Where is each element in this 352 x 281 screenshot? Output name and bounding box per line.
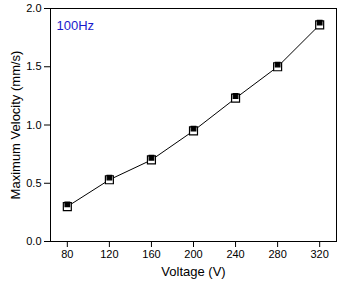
svg-text:320: 320 [310, 248, 328, 260]
svg-text:Voltage (V): Voltage (V) [161, 264, 225, 279]
svg-text:2.0: 2.0 [26, 2, 41, 14]
svg-text:0.5: 0.5 [26, 177, 41, 189]
svg-text:160: 160 [142, 248, 160, 260]
svg-text:240: 240 [226, 248, 244, 260]
svg-text:280: 280 [268, 248, 286, 260]
svg-text:80: 80 [61, 248, 73, 260]
svg-text:1.5: 1.5 [26, 60, 41, 72]
svg-text:100Hz: 100Hz [57, 18, 95, 33]
svg-text:Maximum Velocity (mm/s): Maximum Velocity (mm/s) [8, 51, 23, 200]
svg-text:120: 120 [100, 248, 118, 260]
svg-text:0.0: 0.0 [26, 235, 41, 247]
svg-text:1.0: 1.0 [26, 119, 41, 131]
svg-text:200: 200 [184, 248, 202, 260]
